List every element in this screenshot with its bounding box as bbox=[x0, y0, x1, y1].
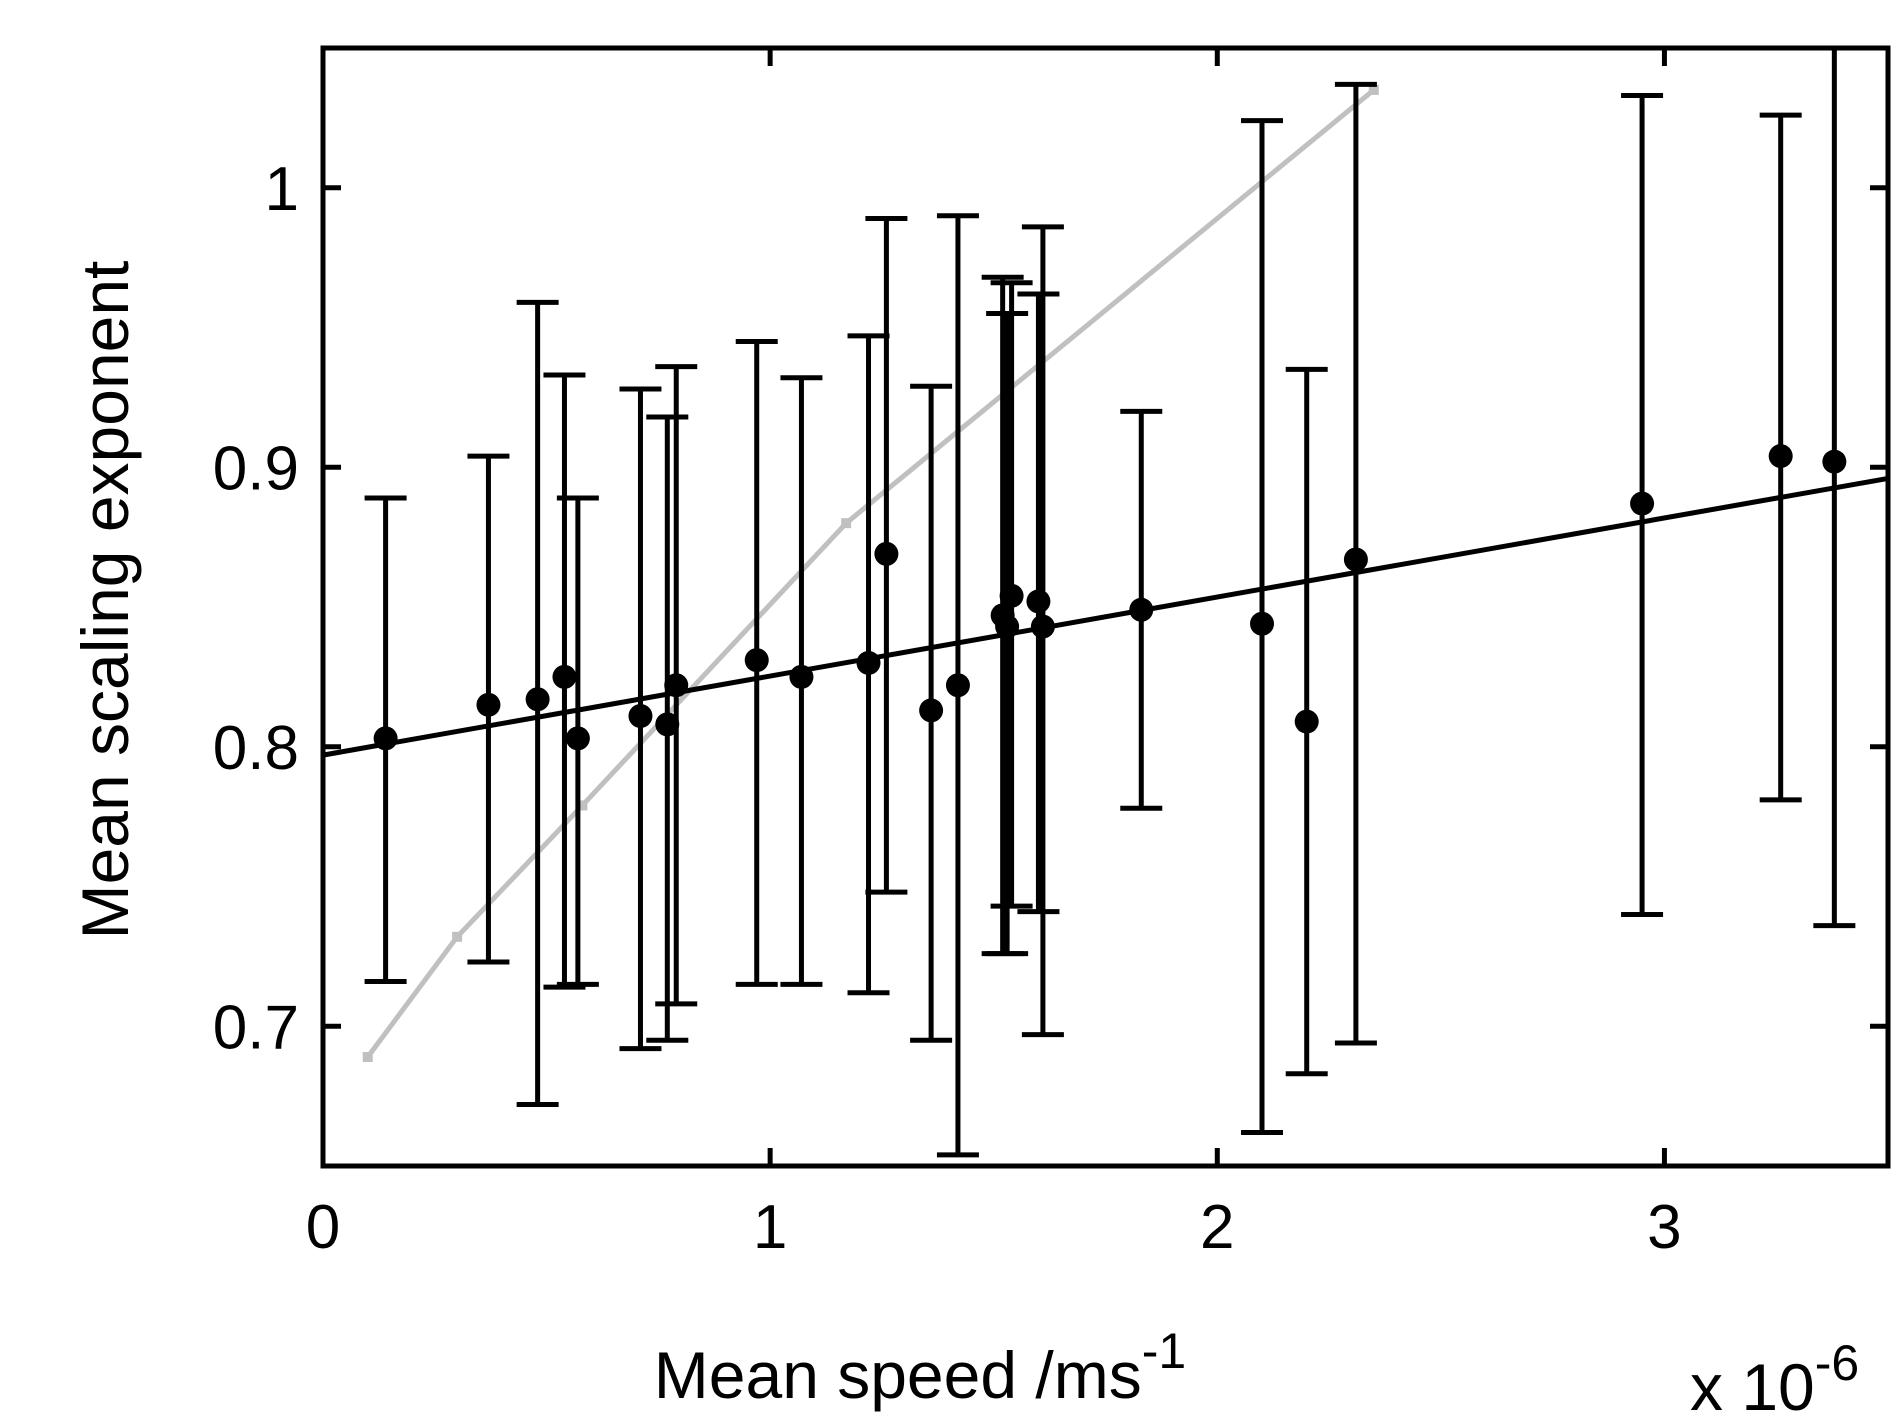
data-point bbox=[919, 698, 944, 723]
data-point bbox=[995, 614, 1020, 639]
x-axis-label: Mean speed /ms-1 bbox=[654, 1323, 1186, 1412]
x-tick-label: 0 bbox=[306, 1193, 340, 1262]
data-point bbox=[1294, 709, 1319, 734]
x-axis-label-superscript: -1 bbox=[1142, 1323, 1186, 1379]
point-series bbox=[373, 444, 1847, 751]
reference-curve-marker bbox=[362, 1051, 373, 1062]
data-point bbox=[1129, 597, 1154, 622]
y-tick-label: 0.7 bbox=[213, 993, 299, 1062]
x-tick-label: 3 bbox=[1647, 1193, 1681, 1262]
ticks: 0 1 2 3 0.7 0.8 0.9 1 bbox=[213, 48, 1888, 1262]
x-multiplier-exponent: -6 bbox=[1815, 1335, 1859, 1391]
reference-curve-series bbox=[362, 84, 1379, 1062]
data-point bbox=[1822, 449, 1847, 474]
data-point bbox=[373, 726, 398, 751]
reference-curve-marker bbox=[841, 518, 852, 529]
data-point bbox=[525, 687, 550, 712]
reference-curve-marker bbox=[1368, 84, 1379, 95]
x-multiplier-base: x 10 bbox=[1690, 1350, 1815, 1419]
y-tick-label: 0.9 bbox=[213, 434, 299, 503]
y-tick-label: 0.8 bbox=[213, 714, 299, 783]
axes bbox=[320, 45, 1891, 1169]
linear-fit-series bbox=[322, 475, 1889, 758]
x-multiplier-label: x 10-6 bbox=[1690, 1335, 1859, 1419]
data-point bbox=[565, 726, 590, 751]
linear-fit-line bbox=[322, 475, 1889, 758]
y-axis-label: Mean scaling exponent bbox=[68, 261, 142, 940]
data-point bbox=[874, 541, 899, 566]
data-point bbox=[552, 664, 577, 689]
reference-curve-marker bbox=[452, 931, 463, 942]
data-point bbox=[744, 648, 769, 673]
data-point bbox=[1630, 491, 1655, 516]
data-point bbox=[856, 650, 881, 675]
x-tick-label: 2 bbox=[1200, 1193, 1234, 1262]
data-point bbox=[476, 692, 501, 717]
data-point bbox=[1343, 547, 1368, 572]
data-point bbox=[789, 664, 814, 689]
data-point bbox=[1026, 589, 1051, 614]
data-point bbox=[655, 712, 680, 737]
x-axis-label-text: Mean speed /ms bbox=[654, 1338, 1142, 1412]
x-tick-label: 1 bbox=[753, 1193, 787, 1262]
error-bar-series bbox=[364, 48, 1856, 1158]
plot-frame bbox=[320, 45, 1891, 1169]
data-point bbox=[945, 673, 970, 698]
data-point bbox=[628, 704, 653, 729]
data-point bbox=[1768, 444, 1793, 469]
data-point bbox=[999, 583, 1024, 608]
data-point bbox=[1030, 614, 1055, 639]
y-tick-label: 1 bbox=[265, 155, 299, 224]
data-point bbox=[664, 673, 689, 698]
data-point bbox=[1250, 611, 1274, 636]
reference-curve-marker bbox=[577, 800, 588, 811]
